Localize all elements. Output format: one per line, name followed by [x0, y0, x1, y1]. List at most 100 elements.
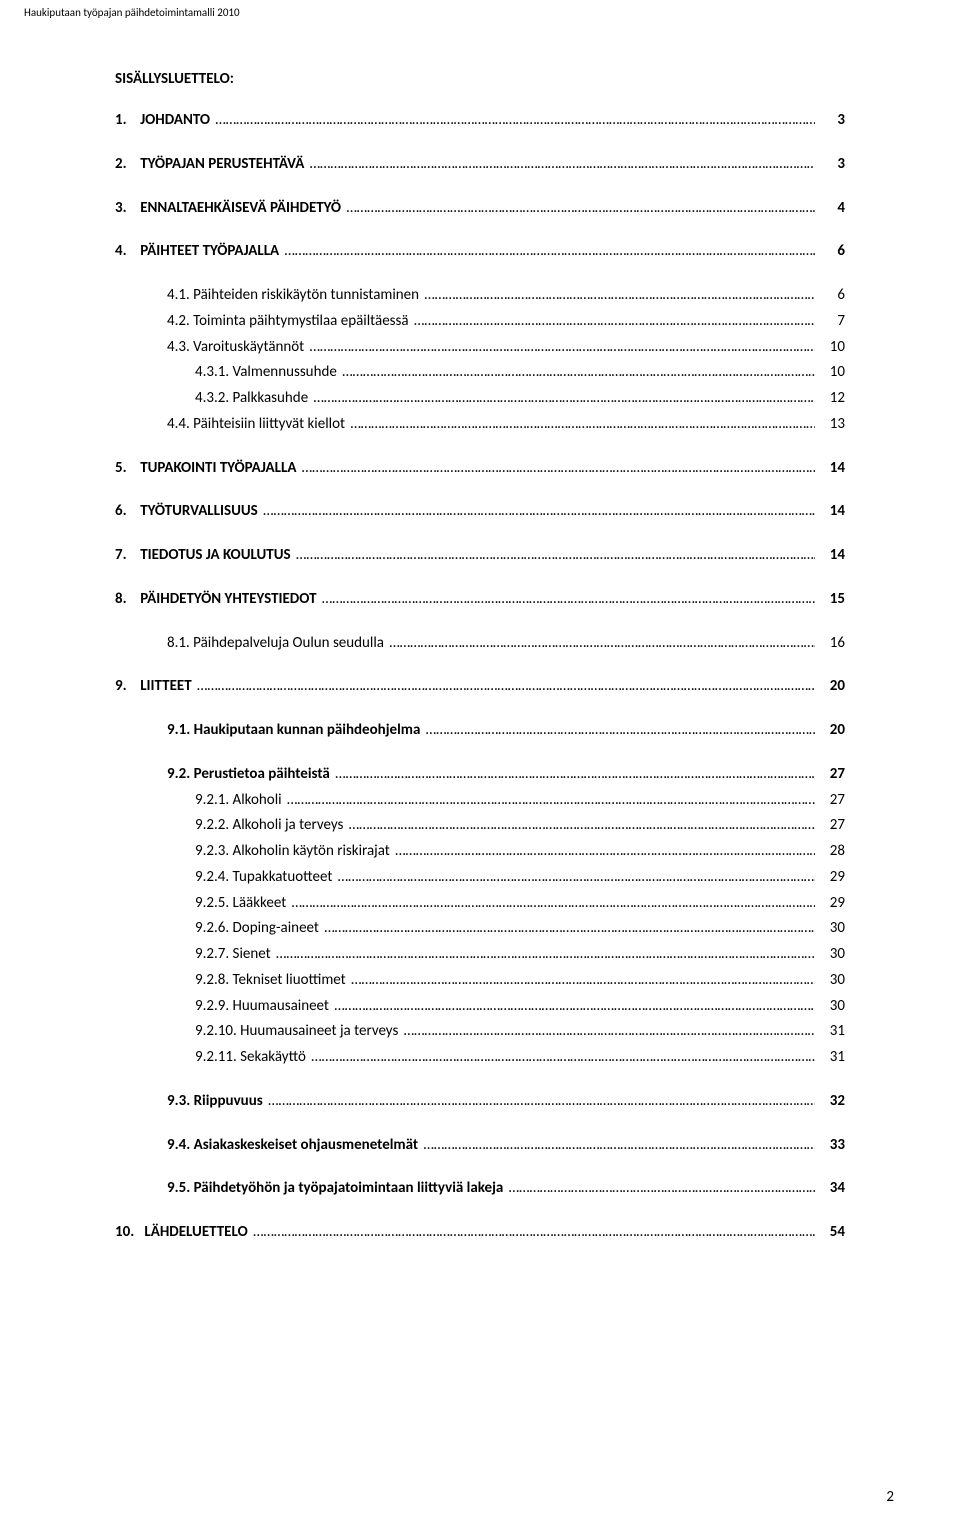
- toc-spacer: [115, 1117, 845, 1135]
- toc-page: 6: [815, 285, 845, 307]
- toc-spacer: [115, 223, 845, 241]
- toc-row: 9.2.4. Tupakkatuotteet ………………………………………………: [115, 867, 845, 889]
- toc-number: 10.: [115, 1222, 144, 1244]
- toc-number: 9.: [115, 676, 140, 698]
- toc-row: 4.1. Päihteiden riskikäytön tunnistamine…: [115, 285, 845, 307]
- toc-row: 9.2.11. Sekakäyttö …………………………………………………………: [115, 1047, 845, 1069]
- toc-leader-dots: ……………………………………………………………………………………………………………: [320, 589, 815, 611]
- toc-leader-dots: ……………………………………………………………………………………………………………: [412, 311, 815, 333]
- toc-row: 7. TIEDOTUS JA KOULUTUS ……………………………………………: [115, 545, 845, 567]
- toc-page: 31: [815, 1047, 845, 1069]
- toc-spacer: [115, 440, 845, 458]
- toc-title: SISÄLLYSLUETTELO:: [115, 70, 845, 88]
- toc-leader-dots: ……………………………………………………………………………………………………………: [274, 944, 815, 966]
- toc-spacer: [115, 571, 845, 589]
- toc-label: 9.4. Asiakaskeskeiset ohjausmenetelmät: [115, 1135, 422, 1157]
- toc-row: 9.5. Päihdetyöhön ja työpajatoimintaan l…: [115, 1178, 845, 1200]
- toc-page: 33: [815, 1135, 845, 1157]
- toc-page: 14: [815, 501, 845, 523]
- toc-page: 30: [815, 944, 845, 966]
- toc-number: 6.: [115, 501, 140, 523]
- toc-row: 9.4. Asiakaskeskeiset ohjausmenetelmät ……: [115, 1135, 845, 1157]
- toc-row: 4.4. Päihteisiin liittyvät kiellot ………………: [115, 414, 845, 436]
- toc-row: 5. TUPAKOINTI TYÖPAJALLA …………………………………………: [115, 458, 845, 480]
- toc-label: 9.2. Perustietoa päihteistä: [115, 764, 333, 786]
- toc-label: 9.2.5. Lääkkeet: [115, 893, 290, 915]
- toc-leader-dots: ……………………………………………………………………………………………………………: [308, 337, 815, 359]
- toc-leader-dots: ……………………………………………………………………………………………………………: [332, 996, 815, 1018]
- toc-container: 1. JOHDANTO ……………………………………………………………………………: [115, 110, 845, 1244]
- toc-row: 8.1. Päihdepalveluja Oulun seudulla ……………: [115, 633, 845, 655]
- toc-label: 9.2.7. Sienet: [115, 944, 274, 966]
- toc-row: 1. JOHDANTO ……………………………………………………………………………: [115, 110, 845, 132]
- toc-label: 4.3.2. Palkkasuhde: [115, 388, 312, 410]
- toc-page: 29: [815, 893, 845, 915]
- toc-label: 9.2.11. Sekakäyttö: [115, 1047, 309, 1069]
- toc-page: 12: [815, 388, 845, 410]
- toc-leader-dots: ……………………………………………………………………………………………………………: [344, 198, 815, 220]
- toc-page: 20: [815, 720, 845, 742]
- toc-row: 9.2.10. Huumausaineet ja terveys ……………………: [115, 1021, 845, 1043]
- toc-leader-dots: ……………………………………………………………………………………………………………: [402, 1021, 815, 1043]
- toc-label: LÄHDELUETTELO: [144, 1222, 251, 1244]
- toc-label: 8.1. Päihdepalveluja Oulun seudulla: [115, 633, 387, 655]
- toc-leader-dots: ……………………………………………………………………………………………………………: [347, 815, 815, 837]
- toc-leader-dots: ……………………………………………………………………………………………………………: [340, 362, 815, 384]
- toc-label: 9.3. Riippuvuus: [115, 1091, 266, 1113]
- toc-row: 9.2.3. Alkoholin käytön riskirajat ………………: [115, 841, 845, 863]
- toc-number: 8.: [115, 589, 140, 611]
- toc-label: 9.2.4. Tupakkatuotteet: [115, 867, 336, 889]
- toc-row: 9.2.7. Sienet ………………………………………………………………………: [115, 944, 845, 966]
- toc-page: 30: [815, 996, 845, 1018]
- toc-row: 9.2.8. Tekniset liuottimet ……………………………………: [115, 970, 845, 992]
- document-header: Haukiputaan työpajan päihdetoimintamalli…: [24, 6, 240, 19]
- toc-label: TUPAKOINTI TYÖPAJALLA: [140, 458, 300, 480]
- toc-page: 16: [815, 633, 845, 655]
- toc-leader-dots: ……………………………………………………………………………………………………………: [333, 764, 815, 786]
- toc-page: 20: [815, 676, 845, 698]
- toc-page: 7: [815, 311, 845, 333]
- toc-leader-dots: ……………………………………………………………………………………………………………: [349, 970, 815, 992]
- toc-row: 6. TYÖTURVALLISUUS …………………………………………………………: [115, 501, 845, 523]
- toc-row: 4. PÄIHTEET TYÖPAJALLA ………………………………………………: [115, 241, 845, 263]
- toc-number: 2.: [115, 154, 140, 176]
- toc-row: 9.1. Haukiputaan kunnan päihdeohjelma ………: [115, 720, 845, 742]
- toc-row: 9.2.1. Alkoholi …………………………………………………………………: [115, 790, 845, 812]
- toc-leader-dots: ……………………………………………………………………………………………………………: [336, 867, 815, 889]
- toc-row: 4.3.2. Palkkasuhde …………………………………………………………: [115, 388, 845, 410]
- toc-label: 4.3.1. Valmennussuhde: [115, 362, 340, 384]
- toc-page: 27: [815, 815, 845, 837]
- toc-label: 9.5. Päihdetyöhön ja työpajatoimintaan l…: [115, 1178, 507, 1200]
- toc-page: 29: [815, 867, 845, 889]
- toc-row: 9.2.6. Doping-aineet ……………………………………………………: [115, 918, 845, 940]
- toc-page: 14: [815, 458, 845, 480]
- document-page: Haukiputaan työpajan päihdetoimintamalli…: [0, 0, 960, 1520]
- toc-page: 6: [815, 241, 845, 263]
- toc-spacer: [115, 267, 845, 285]
- toc-label: 4.1. Päihteiden riskikäytön tunnistamine…: [115, 285, 422, 307]
- toc-spacer: [115, 702, 845, 720]
- toc-leader-dots: ……………………………………………………………………………………………………………: [294, 545, 815, 567]
- toc-label: LIITTEET: [140, 676, 195, 698]
- toc-leader-dots: ……………………………………………………………………………………………………………: [300, 458, 815, 480]
- toc-label: 4.4. Päihteisiin liittyvät kiellot: [115, 414, 348, 436]
- toc-leader-dots: ……………………………………………………………………………………………………………: [283, 241, 815, 263]
- toc-leader-dots: ……………………………………………………………………………………………………………: [422, 285, 815, 307]
- toc-row: 9.3. Riippuvuus …………………………………………………………………: [115, 1091, 845, 1113]
- toc-page: 10: [815, 362, 845, 384]
- toc-page: 34: [815, 1178, 845, 1200]
- toc-row: 4.3.1. Valmennussuhde …………………………………………………: [115, 362, 845, 384]
- toc-label: 4.3. Varoituskäytännöt: [115, 337, 308, 359]
- toc-page: 30: [815, 918, 845, 940]
- toc-leader-dots: ……………………………………………………………………………………………………………: [507, 1178, 815, 1200]
- toc-leader-dots: ……………………………………………………………………………………………………………: [290, 893, 815, 915]
- toc-number: 5.: [115, 458, 140, 480]
- toc-row: 9.2.2. Alkoholi ja terveys ……………………………………: [115, 815, 845, 837]
- toc-label: 9.2.10. Huumausaineet ja terveys: [115, 1021, 402, 1043]
- toc-label: 9.2.9. Huumausaineet: [115, 996, 332, 1018]
- toc-number: 7.: [115, 545, 140, 567]
- toc-leader-dots: ……………………………………………………………………………………………………………: [251, 1222, 815, 1244]
- toc-page: 13: [815, 414, 845, 436]
- toc-page: 31: [815, 1021, 845, 1043]
- toc-page: 3: [815, 154, 845, 176]
